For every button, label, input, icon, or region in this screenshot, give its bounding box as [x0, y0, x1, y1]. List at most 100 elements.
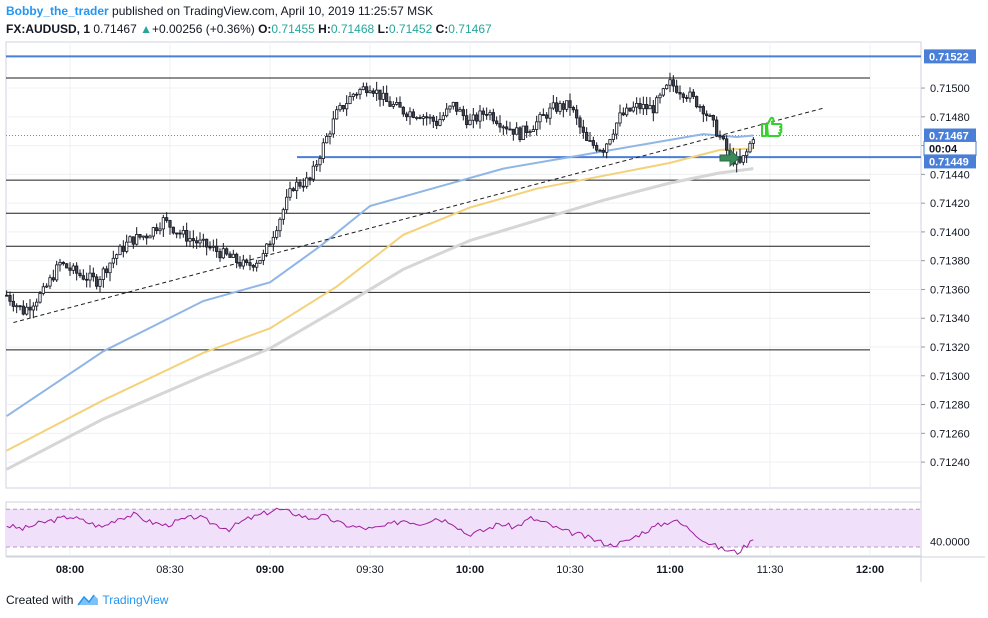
candle-body [115, 254, 119, 259]
candle-body [185, 230, 189, 242]
candle-body [431, 116, 435, 122]
price-tick-label: 0.71280 [930, 400, 970, 412]
right-arrow-icon[interactable] [719, 148, 740, 168]
candle-body [18, 305, 22, 308]
candle-body [311, 165, 315, 180]
symbol-label: FX:AUDUSD, 1 [6, 22, 91, 36]
candle-body [108, 262, 112, 274]
candle-body [45, 285, 49, 288]
price-label-box [924, 154, 976, 169]
ma-mid-line [6, 147, 754, 452]
candle-body [501, 126, 505, 129]
candle-body [401, 106, 405, 115]
candle-body [81, 275, 85, 280]
candle-body [238, 262, 242, 267]
candle-body [695, 96, 699, 108]
candle-body [341, 105, 345, 110]
thumbs-up-shape [761, 116, 783, 137]
candle-body [288, 188, 292, 198]
candle-body [608, 139, 612, 145]
candle-body [275, 230, 279, 238]
candle-body [11, 300, 15, 307]
candle-body [231, 253, 235, 258]
candle-body [451, 101, 455, 107]
price-tick-label: 0.71420 [930, 198, 970, 210]
candle-body [125, 241, 129, 252]
candle-body [591, 140, 595, 146]
candle-body [385, 92, 389, 103]
candle-body [235, 253, 239, 263]
candle-body [5, 294, 9, 297]
candle-body [638, 103, 642, 110]
trendline[interactable] [13, 107, 824, 324]
candle-body [641, 104, 645, 110]
candle-body [708, 114, 712, 117]
candle-body [41, 286, 45, 294]
low-value: 0.71452 [388, 22, 433, 36]
open-value: 0.71455 [271, 22, 315, 36]
candle-body [605, 143, 609, 153]
candle-body [551, 102, 555, 109]
candle-body [71, 265, 75, 271]
candle-body [55, 264, 59, 281]
close-value: 0.71467 [448, 22, 492, 36]
candle-body [381, 92, 385, 100]
high-value: 0.71468 [330, 22, 375, 36]
candle-body [211, 245, 215, 248]
right-arrow-shape [719, 148, 740, 168]
candle-body [61, 261, 65, 265]
candle-body [411, 111, 415, 118]
author-link[interactable]: Bobby_the_trader [6, 4, 109, 18]
candle-body [678, 92, 682, 95]
candle-body [241, 259, 245, 267]
candle-body [165, 217, 169, 221]
published-text: published on TradingView.com, April 10, … [112, 4, 434, 18]
tradingview-logo-icon [77, 594, 99, 606]
time-tick-label: 12:00 [856, 564, 884, 576]
candle-body [525, 125, 529, 134]
candle-body [581, 126, 585, 133]
price-label-text: 0.71449 [929, 156, 969, 168]
candle-body [271, 236, 275, 245]
candle-body [298, 181, 302, 187]
rsi-tick-label: 40.0000 [930, 537, 970, 549]
time-axis[interactable]: 08:00 08:30 09:00 09:30 10:00 10:30 11:00 11:30… [56, 564, 884, 576]
candle-body [351, 93, 355, 97]
candle-body [378, 89, 382, 100]
candle-body [328, 133, 332, 137]
candle-body [455, 101, 459, 112]
candle-body [345, 103, 349, 110]
candle-body [631, 106, 635, 112]
candle-body [535, 121, 539, 130]
candle-body [48, 277, 52, 287]
time-tick-label: 08:00 [56, 564, 84, 576]
candle-body [498, 123, 502, 128]
candle-body [225, 248, 229, 255]
price-label-box [924, 49, 976, 64]
candle-body [725, 138, 729, 151]
rsi-pane [6, 507, 921, 555]
tradingview-link[interactable]: TradingView [102, 593, 169, 607]
created-with-text: Created with [6, 593, 74, 607]
candle-body [198, 239, 202, 244]
rsi-band [6, 509, 921, 547]
candle-body [365, 86, 369, 94]
candle-body [8, 294, 12, 302]
candle-body [358, 89, 362, 95]
candle-body [748, 142, 752, 153]
time-tick-label: 08:30 [156, 564, 184, 576]
price-tick-label: 0.71320 [930, 342, 970, 354]
candle-body [595, 144, 599, 151]
candle-body [388, 101, 392, 107]
candle-body [191, 238, 195, 242]
candle-body [141, 235, 145, 238]
thumbs-up-icon[interactable] [761, 116, 783, 137]
time-tick-label: 11:00 [656, 564, 684, 576]
candle-body [538, 114, 542, 123]
candle-body [338, 105, 342, 111]
price-axis[interactable]: 0.715000.714800.714600.714400.714200.714… [921, 49, 977, 549]
annotations[interactable] [719, 116, 783, 168]
high-label: H: [318, 22, 331, 36]
candle-body [75, 265, 79, 274]
